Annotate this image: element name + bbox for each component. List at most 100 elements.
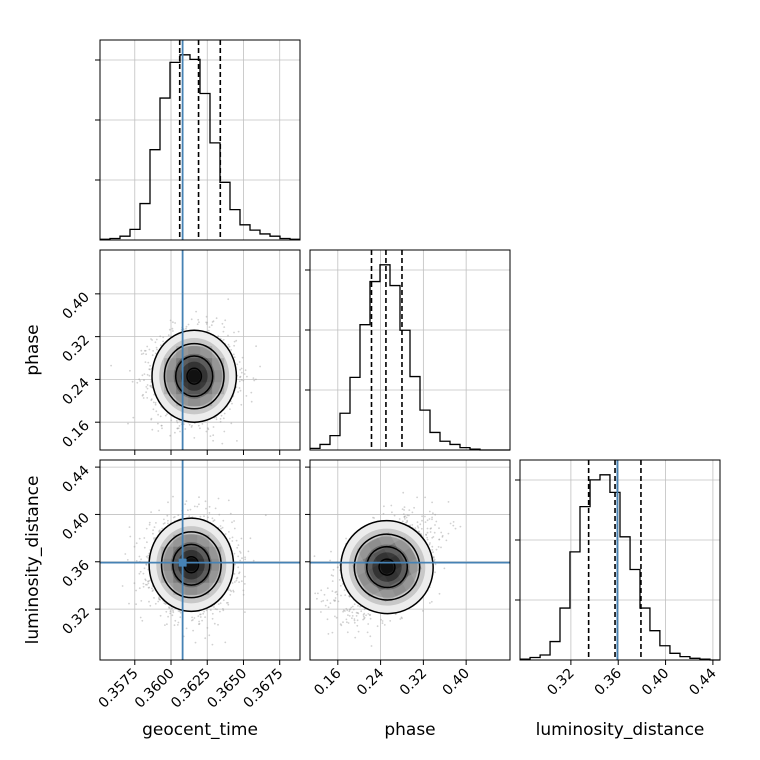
scatter-point [363,617,365,620]
scatter-point [418,531,421,533]
scatter-point [199,427,201,430]
scatter-point [345,537,347,540]
scatter-point [144,361,147,363]
scatter-point [429,531,432,533]
contour-line [148,517,235,613]
scatter-point [233,552,236,555]
scatter-point [401,508,404,510]
scatter-point [204,500,207,503]
scatter-point [253,379,256,382]
scatter-point [147,361,150,364]
scatter-point [238,387,241,389]
scatter-point [207,329,210,332]
scatter-point [347,622,350,624]
scatter-point [178,425,181,427]
scatter-point [336,566,339,569]
scatter-point [193,505,196,508]
scatter-point [162,522,165,525]
scatter-point [146,583,148,586]
scatter-point [136,381,139,384]
scatter-point [235,339,238,342]
scatter-point [191,424,193,427]
scatter-point [431,501,433,504]
scatter-point [187,509,189,512]
scatter-point [326,599,329,602]
scatter-point [190,318,193,321]
scatter-point [403,516,406,518]
scatter-point [174,322,177,324]
scatter-point [217,603,220,605]
scatter-point [205,321,208,324]
scatter-point [440,531,443,534]
scatter-point [264,514,267,517]
scatter-point [431,536,434,539]
scatter-point [242,593,245,596]
scatter-point [211,643,214,646]
scatter-point [155,346,158,349]
scatter-point [403,506,406,508]
scatter-point [383,505,385,508]
scatter-point [426,527,429,530]
scatter-point [150,417,153,420]
contour-line [186,367,203,385]
scatter-point [179,616,182,619]
scatter-point [222,330,225,333]
scatter-point [381,622,384,624]
scatter-point [240,537,243,540]
scatter-point [206,321,209,324]
scatter-point [426,531,429,534]
scatter-point [138,378,141,381]
scatter-point [188,515,191,518]
scatter-point [207,428,210,431]
scatter-point [239,376,241,379]
scatter-point [184,503,187,506]
scatter-point [140,349,143,352]
scatter-point [255,378,257,381]
scatter-point [149,604,152,607]
scatter-point [238,571,241,574]
scatter-point [206,427,209,429]
scatter-point [330,550,332,553]
scatter-point [194,641,197,644]
scatter-point [162,340,165,343]
density-bin [200,358,213,371]
scatter-point [144,349,147,352]
scatter-point [145,391,148,394]
scatter-point [205,323,208,325]
scatter-point [193,617,196,619]
scatter-point [164,414,167,417]
scatter-point [426,536,428,539]
scatter-point [326,618,329,621]
scatter-point [329,602,332,605]
histogram-step [520,474,720,661]
scatter-point [229,512,232,515]
scatter-point [335,590,338,593]
scatter-point [403,509,405,511]
scatter-point [230,422,233,425]
scatter-point [150,399,153,402]
scatter-point [430,600,433,603]
scatter-point [189,508,192,511]
scatter-point [425,534,428,536]
scatter-point [255,345,257,348]
scatter-point [334,599,337,602]
scatter-point [129,535,132,538]
scatter-point [156,348,158,351]
scatter-point [234,563,237,566]
scatter-point [169,319,172,322]
scatter-point [236,576,239,579]
scatter-point [142,397,145,399]
scatter-point [233,356,236,359]
scatter-point [151,339,154,341]
density-bin [197,570,210,583]
data-layer [100,40,720,661]
scatter-point [159,614,162,617]
scatter-point [141,374,144,377]
scatter-point [185,500,188,502]
scatter-point [172,321,174,324]
scatter-point [148,368,151,370]
scatter-point [154,401,157,404]
scatter-point [334,597,337,599]
scatter-point [208,512,211,514]
